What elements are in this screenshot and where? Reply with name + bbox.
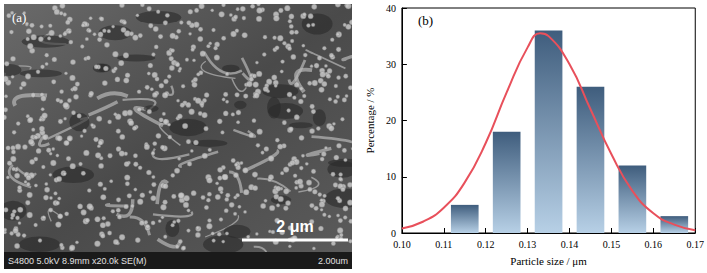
svg-text:2.00um: 2.00um [318,256,348,266]
svg-text:40: 40 [386,3,396,14]
svg-text:0.11: 0.11 [435,239,452,250]
svg-text:0.12: 0.12 [477,239,495,250]
svg-text:0.15: 0.15 [603,239,621,250]
svg-text:2 μm: 2 μm [276,218,313,235]
svg-text:S4800 5.0kV 8.9mm x20.0k SE(M): S4800 5.0kV 8.9mm x20.0k SE(M) [8,256,147,266]
svg-text:0.10: 0.10 [393,239,411,250]
svg-text:10: 10 [386,171,396,182]
svg-text:0: 0 [391,228,396,239]
svg-text:20: 20 [386,115,396,126]
svg-text:Particle size / μm: Particle size / μm [510,255,587,267]
svg-text:0.13: 0.13 [519,239,537,250]
svg-text:(b): (b) [418,13,433,28]
svg-text:0.14: 0.14 [561,239,579,250]
svg-text:(a): (a) [12,10,26,25]
svg-text:0.16: 0.16 [645,239,663,250]
svg-text:Percentage / %: Percentage / % [364,88,376,154]
svg-text:30: 30 [386,59,396,70]
svg-text:0.17: 0.17 [687,239,705,250]
